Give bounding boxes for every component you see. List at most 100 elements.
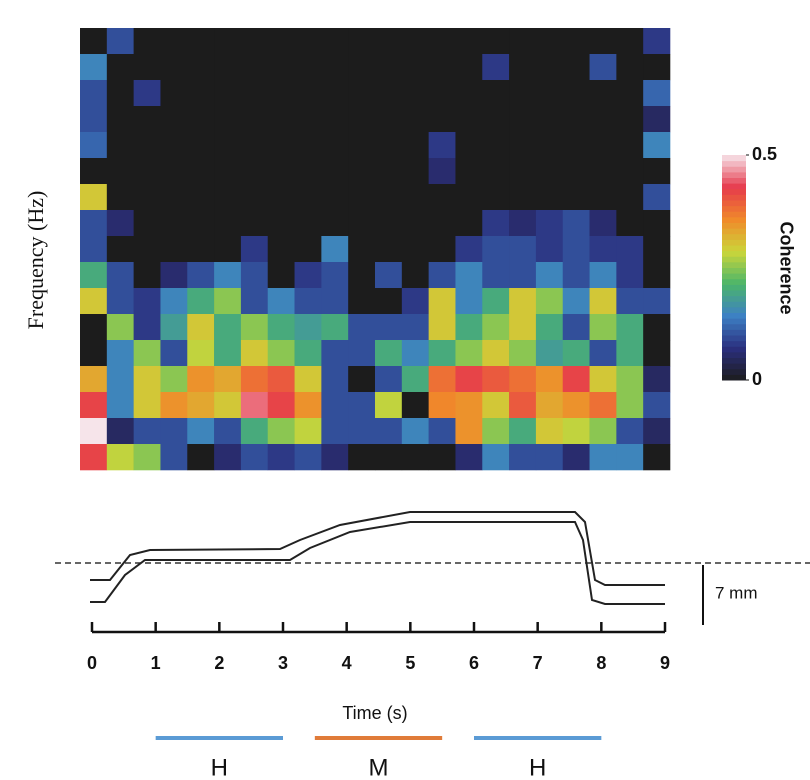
heatmap-cell [589,314,617,341]
heatmap-cell [643,158,671,185]
x-tick-label: 6 [469,653,479,673]
heatmap-cell [187,392,215,419]
heatmap-cell [133,314,161,341]
heatmap-cell [187,236,215,263]
heatmap-cell [187,54,215,81]
heatmap-cell [133,106,161,133]
heatmap-cell [455,80,483,107]
heatmap-cell [187,262,215,289]
colorbar-segment [722,188,746,195]
heatmap-cell [643,340,671,367]
heatmap-cell [482,366,510,393]
colorbar-segment [722,368,746,375]
heatmap-cell [294,132,322,159]
heatmap-cell [187,80,215,107]
heatmap-cell [80,236,108,263]
heatmap-cell [401,236,429,263]
heatmap-cell [643,236,671,263]
heatmap-cell [401,288,429,315]
heatmap-cell [160,210,188,237]
heatmap-cell [375,418,403,445]
heatmap-cell [509,158,537,185]
heatmap-cell [562,106,590,133]
heatmap-cell [80,418,108,445]
heatmap-cell [106,366,134,393]
heatmap-cell [133,444,161,471]
heatmap-cell [401,392,429,419]
heatmap-cell [509,444,537,471]
heatmap-cell [267,418,295,445]
heatmap-cell [562,366,590,393]
heatmap-cell [214,158,242,185]
heatmap-cell [214,314,242,341]
heatmap-cell [509,366,537,393]
heatmap-cell [80,314,108,341]
heatmap-cell [294,262,322,289]
heatmap-cell [160,444,188,471]
heatmap-cell [133,54,161,81]
heatmap-cell [187,340,215,367]
heatmap-cell [455,314,483,341]
heatmap-cell [240,106,269,133]
heatmap-cell [375,366,403,393]
colorbar-segment [722,295,746,302]
heatmap-cell [428,210,456,237]
heatmap-cell [535,392,564,419]
heatmap-cell [348,158,376,185]
heatmap-cell [455,210,483,237]
heatmap-cell [375,262,403,289]
heatmap-cell [616,366,644,393]
heatmap-cell [455,262,483,289]
heatmap-cell [80,80,108,107]
heatmap-cell [187,106,215,133]
heatmap-cell [535,80,564,107]
colorbar-segment [722,351,746,358]
heatmap-cell [589,158,617,185]
heatmap-cell [375,158,403,185]
heatmap-cell [616,314,644,341]
colorbar-segment [722,171,746,178]
heatmap-cell [643,106,671,133]
heatmap-cell [589,54,617,81]
heatmap-cell [133,184,161,211]
heatmap-cell [348,28,376,55]
heatmap-cell [321,366,349,393]
heatmap-cell [401,444,429,471]
heatmap-cell [321,184,349,211]
x-tick-label: 2 [214,653,224,673]
colorbar-segment [722,200,746,207]
colorbar-segment [722,306,746,313]
heatmap-cell [428,288,456,315]
heatmap-cell [187,28,215,55]
heatmap-cell [562,210,590,237]
heatmap-cell [240,288,269,315]
colorbar-segment [722,329,746,336]
heatmap-cell [455,288,483,315]
heatmap-cell [80,340,108,367]
x-tick-label: 4 [342,653,352,673]
heatmap-cell [643,392,671,419]
heatmap-cell [616,340,644,367]
heatmap-cell [455,444,483,471]
heatmap-cell [509,210,537,237]
heatmap-cell [240,54,269,81]
heatmap-cell [214,340,242,367]
heatmap-cell [535,340,564,367]
colorbar-segment [722,155,746,162]
colorbar-segment [722,340,746,347]
heatmap-cell [562,314,590,341]
colorbar-segment [722,290,746,297]
heatmap-cell [294,340,322,367]
colorbar-segment [722,284,746,291]
heatmap-cell [133,340,161,367]
heatmap-cell [482,106,510,133]
heatmap-cell [562,236,590,263]
heatmap-cell [562,132,590,159]
heatmap-cell [509,392,537,419]
heatmap-cell [348,444,376,471]
heatmap-cell [455,418,483,445]
heatmap-cell [187,288,215,315]
heatmap-cell [321,132,349,159]
trace [90,521,665,605]
heatmap-cell [482,184,510,211]
